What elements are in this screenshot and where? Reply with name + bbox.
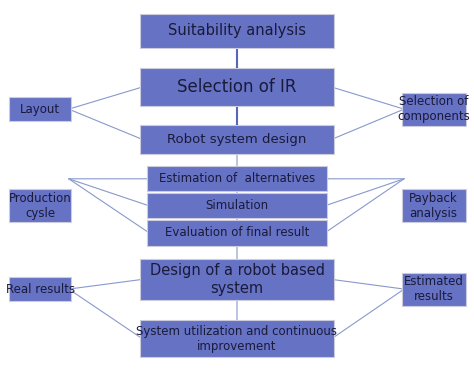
FancyBboxPatch shape [402, 272, 465, 306]
FancyBboxPatch shape [140, 14, 334, 48]
Text: Estimation of  alternatives: Estimation of alternatives [159, 172, 315, 185]
Text: Robot system design: Robot system design [167, 133, 307, 146]
FancyBboxPatch shape [140, 68, 334, 106]
Text: Payback
analysis: Payback analysis [410, 192, 458, 220]
FancyBboxPatch shape [402, 93, 465, 125]
Text: Selection of IR: Selection of IR [177, 78, 297, 96]
Text: Selection of
components: Selection of components [397, 95, 470, 123]
FancyBboxPatch shape [9, 97, 71, 121]
FancyBboxPatch shape [140, 125, 334, 154]
Text: Real results: Real results [6, 283, 75, 296]
FancyBboxPatch shape [147, 166, 327, 191]
FancyBboxPatch shape [9, 277, 71, 301]
Text: Suitability analysis: Suitability analysis [168, 24, 306, 38]
FancyBboxPatch shape [140, 320, 334, 357]
FancyBboxPatch shape [140, 259, 334, 300]
Text: System utilization and continuous
improvement: System utilization and continuous improv… [137, 325, 337, 353]
Text: Production
cysle: Production cysle [9, 192, 72, 220]
Text: Layout: Layout [20, 103, 60, 116]
FancyBboxPatch shape [147, 194, 327, 218]
Text: Simulation: Simulation [205, 199, 269, 212]
Text: Estimated
results: Estimated results [404, 275, 464, 303]
Text: Evaluation of final result: Evaluation of final result [165, 226, 309, 240]
FancyBboxPatch shape [147, 221, 327, 246]
FancyBboxPatch shape [402, 189, 465, 222]
Text: Design of a robot based
system: Design of a robot based system [149, 263, 325, 296]
FancyBboxPatch shape [9, 189, 71, 222]
